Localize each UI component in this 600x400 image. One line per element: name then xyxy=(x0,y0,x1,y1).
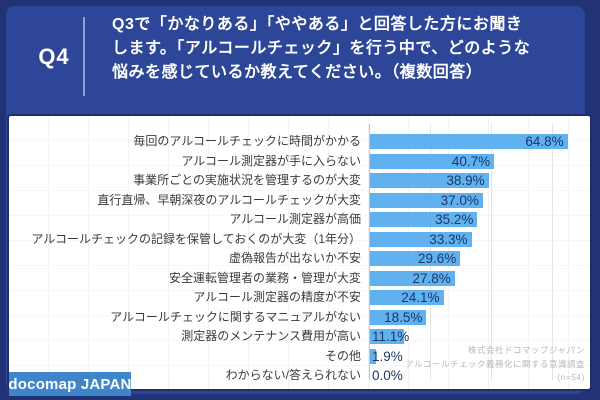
question-text-line: 悩みを感じているか教えてください。（複数回答） xyxy=(112,64,483,81)
value-label: 40.7% xyxy=(451,153,491,169)
credit-line: 株式会社ドコマップジャパン xyxy=(467,345,585,355)
value-label: 35.2% xyxy=(435,212,474,227)
bar xyxy=(370,290,444,305)
category-label: 虚偽報告が出ないか不安 xyxy=(228,251,361,265)
category-label: アルコールチェックの記録を保管しておくのが大変（1年分） xyxy=(31,231,361,246)
bar xyxy=(370,134,568,149)
chart-row: 安全運転管理者の業務・管理が大変 27.8% xyxy=(9,270,590,286)
chart-row: わからない/答えられない 0.0% xyxy=(9,368,590,383)
value-label: 18.5% xyxy=(384,309,423,325)
bar xyxy=(370,153,495,169)
category-label: 直行直帰、早朝深夜のアルコールチェックが大変 xyxy=(97,192,361,207)
category-label: 測定器のメンテナンス費用が高い xyxy=(181,329,361,343)
docomap-japan-logo: docomap JAPAN xyxy=(8,372,132,396)
chart-row: 虚偽報告が出ないか不安 29.6% xyxy=(9,251,590,266)
bar xyxy=(370,270,455,286)
question-text-line: Q3で「かなりある」「ややある」と回答した方にお聞き xyxy=(112,16,523,33)
bar xyxy=(370,231,472,247)
question-text: Q3で「かなりある」「ややある」と回答した方にお聞き します。「アルコールチェッ… xyxy=(112,13,582,85)
category-label: アルコールチェックに関するマニュアルがない xyxy=(110,309,361,324)
category-label: アルコール測定器が高価 xyxy=(229,212,361,226)
category-label: その他 xyxy=(324,348,361,363)
value-label: 29.6% xyxy=(417,251,457,266)
bar xyxy=(370,192,483,208)
value-label: 27.8% xyxy=(412,270,451,286)
category-label: 安全運転管理者の業務・管理が大変 xyxy=(168,270,361,285)
value-label: 1.9% xyxy=(372,348,403,364)
bar xyxy=(370,348,376,364)
header-divider xyxy=(83,17,85,96)
chart-row: 毎回のアルコールチェックに時間がかかる 64.8% xyxy=(9,134,590,149)
bar xyxy=(370,329,404,344)
bar xyxy=(370,251,461,266)
bar xyxy=(370,309,427,325)
chart-row: アルコール測定器が手に入らない 40.7% xyxy=(9,153,590,169)
credit-line: (n=54) xyxy=(557,372,585,382)
chart-row: アルコール測定器の精度が不安 24.1% xyxy=(9,290,590,305)
chart-row: 測定器のメンテナンス費用が高い 11.1% xyxy=(9,329,590,344)
bar xyxy=(370,212,478,227)
chart-row: その他 1.9% xyxy=(9,348,590,364)
category-label: 事業所ごとの実施状況を管理するのが大変 xyxy=(133,173,361,187)
bar xyxy=(370,173,489,188)
chart-row: 直行直帰、早朝深夜のアルコールチェックが大変 37.0% xyxy=(9,192,590,208)
value-label: 33.3% xyxy=(429,231,468,247)
question-text-line: します。「アルコールチェック」を行う中で、どのような xyxy=(112,40,531,57)
survey-credit: 株式会社ドコマップジャパン アルコールチェック義務化に関する意識調査 (n=54… xyxy=(285,344,585,385)
chart-row: アルコール測定器が高価 35.2% xyxy=(9,212,590,227)
category-label: アルコール測定器が手に入らない xyxy=(181,153,361,168)
value-label: 38.9% xyxy=(446,173,485,188)
question-number-label: Q4 xyxy=(38,44,70,69)
logo-text: docomap JAPAN xyxy=(8,375,132,393)
gridline xyxy=(491,124,492,380)
category-label: 毎回のアルコールチェックに時間がかかる xyxy=(133,134,361,148)
chart-row: アルコールチェックに関するマニュアルがない 18.5% xyxy=(9,309,590,325)
category-label: わからない/答えられない xyxy=(225,368,361,382)
value-label: 64.8% xyxy=(525,134,564,149)
category-label: アルコール測定器の精度が不安 xyxy=(193,290,361,304)
value-label: 0.0% xyxy=(372,368,403,383)
value-label: 37.0% xyxy=(440,192,479,208)
chart-card: 毎回のアルコールチェックに時間がかかる 64.8% アルコール測定器が手に入らない 4… xyxy=(7,114,592,391)
gridline xyxy=(552,124,553,380)
chart-row: アルコールチェックの記録を保管しておくのが大変（1年分） 33.3% xyxy=(9,231,590,247)
axis-line xyxy=(369,124,370,380)
value-label: 24.1% xyxy=(401,290,440,305)
value-label: 11.1% xyxy=(372,329,410,344)
credit-line: アルコールチェック義務化に関する意識調査 xyxy=(405,358,585,369)
chart-row: 事業所ごとの実施状況を管理するのが大変 38.9% xyxy=(9,173,590,188)
